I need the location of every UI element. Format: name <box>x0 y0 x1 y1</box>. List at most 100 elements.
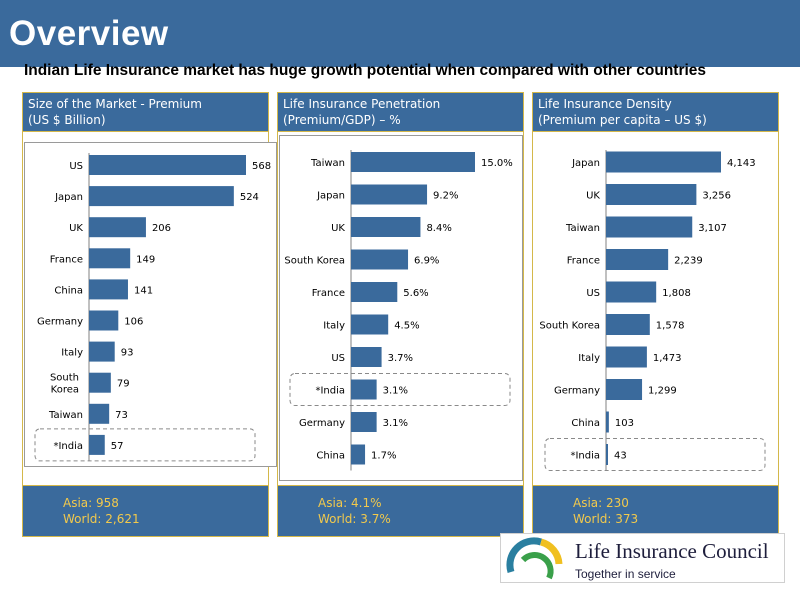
data-label: 79 <box>117 379 130 390</box>
highlight-box <box>34 428 256 462</box>
bar <box>89 155 246 175</box>
logo-name: Life Insurance Council <box>575 539 769 563</box>
bar <box>89 372 111 393</box>
data-label: 1,299 <box>648 386 677 397</box>
chart-penetration-svg: Taiwan 15.0% Japan 9.2% UK 8.4% South Korea 6.9… <box>284 150 513 471</box>
category-label: South <box>50 373 79 384</box>
data-label: 9.2% <box>433 191 458 202</box>
data-label: 141 <box>134 285 153 296</box>
bar <box>351 249 409 270</box>
highlight-box <box>289 373 511 406</box>
bar <box>606 444 608 465</box>
bar <box>351 282 398 302</box>
category-label: Germany <box>37 317 83 328</box>
category-label: France <box>567 256 600 267</box>
category-label: Korea <box>51 385 79 396</box>
chart-market-size: US 568 Japan 524 UK 206 France 149 China 141 Germa… <box>24 142 277 467</box>
bar <box>606 249 669 270</box>
data-label: 2,239 <box>674 256 703 267</box>
panel-header-line2: (US $ Billion) <box>28 113 106 127</box>
data-label: 15.0% <box>481 158 513 169</box>
panel-header-density: Life Insurance Density (Premium per capi… <box>532 92 779 132</box>
category-label: *India <box>53 441 83 452</box>
category-label: South Korea <box>284 256 345 267</box>
bar <box>351 347 382 367</box>
panel-header-line2: (Premium per capita – US $) <box>538 113 707 127</box>
category-label: Taiwan <box>310 158 345 169</box>
council-emblem-icon <box>506 537 563 580</box>
data-label: 43 <box>614 451 627 462</box>
data-label: 149 <box>136 254 155 265</box>
category-label: UK <box>586 191 600 202</box>
data-label: 568 <box>252 161 271 172</box>
logo-tagline: Together in service <box>575 567 676 581</box>
bar <box>89 341 115 362</box>
category-label: UK <box>69 223 83 234</box>
data-label: 3.1% <box>383 418 408 429</box>
data-label: 206 <box>152 223 171 234</box>
data-label: 73 <box>115 410 128 421</box>
bar <box>351 412 377 432</box>
bar <box>89 248 131 269</box>
panel-header-line1: Life Insurance Penetration <box>283 97 441 111</box>
category-label: Japan <box>54 192 83 203</box>
panel-footer-world: World: 373 <box>573 512 639 526</box>
panel-footer-world: World: 3.7% <box>318 512 391 526</box>
category-label: Japan <box>316 191 345 202</box>
data-label: 106 <box>124 317 143 328</box>
category-label: Japan <box>571 158 600 169</box>
bar <box>89 186 234 207</box>
data-label: 6.9% <box>414 256 439 267</box>
panel-footer-asia: Asia: 230 <box>573 496 629 510</box>
bar <box>351 184 428 205</box>
category-label: China <box>54 285 83 296</box>
bar <box>606 151 721 173</box>
data-label: 3.7% <box>388 353 413 364</box>
category-label: UK <box>331 223 345 234</box>
bar <box>606 411 609 433</box>
bar <box>606 379 643 400</box>
data-label: 8.4% <box>426 223 451 234</box>
panel-header-line1: Life Insurance Density <box>538 97 672 111</box>
category-label: South Korea <box>539 321 600 332</box>
category-label: Taiwan <box>48 410 83 421</box>
bar <box>89 217 146 238</box>
bar <box>351 444 366 465</box>
bar <box>351 217 421 237</box>
bar <box>89 310 119 331</box>
panel-footer-asia: Asia: 958 <box>63 496 119 510</box>
life-insurance-council-logo: Life Insurance Council Together in servi… <box>500 533 785 583</box>
panel-footer-asia: Asia: 4.1% <box>318 496 382 510</box>
data-label: 57 <box>111 441 124 452</box>
data-label: 3.1% <box>383 386 408 397</box>
data-label: 5.6% <box>403 288 428 299</box>
category-label: France <box>312 288 345 299</box>
chart-penetration: Taiwan 15.0% Japan 9.2% UK 8.4% South Korea 6.9… <box>279 135 523 481</box>
category-label: *India <box>315 386 345 397</box>
category-label: US <box>69 161 83 172</box>
panel-header-penetration: Life Insurance Penetration (Premium/GDP)… <box>277 92 524 132</box>
category-label: Germany <box>299 418 345 429</box>
data-label: 1,473 <box>653 353 682 364</box>
data-label: 103 <box>615 418 634 429</box>
bar <box>606 314 650 335</box>
panel-header-line1: Size of the Market - Premium <box>28 97 202 111</box>
data-label: 4,143 <box>727 158 756 169</box>
chart-density: Japan 4,143 UK 3,256 Taiwan 3,107 France 2,239 U… <box>534 135 777 481</box>
data-label: 3,256 <box>702 191 731 202</box>
highlight-box <box>544 438 766 471</box>
bar <box>351 314 389 335</box>
category-label: Taiwan <box>565 223 600 234</box>
data-label: 1,578 <box>656 321 685 332</box>
bar <box>89 434 105 455</box>
chart-density-svg: Japan 4,143 UK 3,256 Taiwan 3,107 France 2,239 U… <box>539 150 766 471</box>
bar <box>606 184 697 205</box>
panel-footer-penetration: Asia: 4.1% World: 3.7% <box>277 485 524 537</box>
category-label: France <box>50 254 83 265</box>
category-label: Germany <box>554 386 600 397</box>
panel-footer-market-size: Asia: 958 World: 2,621 <box>22 485 269 537</box>
category-label: US <box>331 353 345 364</box>
category-label: Italy <box>578 353 600 364</box>
category-label: Italy <box>61 348 83 359</box>
category-label: China <box>316 451 345 462</box>
